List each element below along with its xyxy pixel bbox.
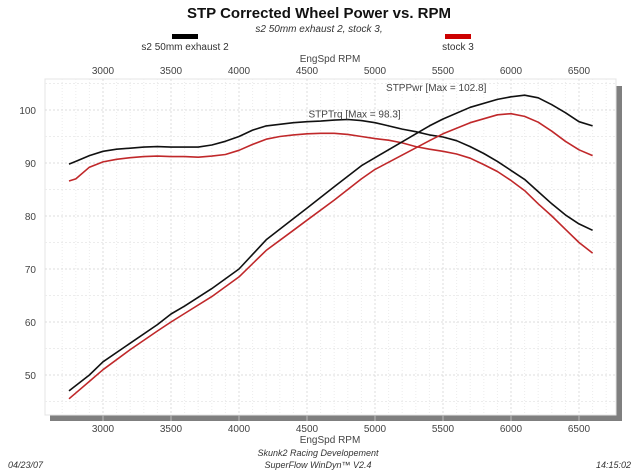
chart-title: STP Corrected Wheel Power vs. RPM <box>187 5 451 22</box>
x-axis-label-bottom: EngSpd RPM <box>300 435 361 446</box>
x-tick-label-top: 6500 <box>568 66 591 77</box>
legend-label-stock: stock 3 <box>442 42 474 53</box>
x-tick-labels-top: 3000 3500 4000 4500 5000 5500 6000 6500 <box>92 66 591 77</box>
x-tick-label-top: 4500 <box>296 66 319 77</box>
plot-shadow-bottom <box>50 415 622 421</box>
y-tick-label: 90 <box>25 159 37 170</box>
legend-swatch-stock <box>445 34 471 39</box>
y-tick-labels: 50 60 70 80 90 100 <box>19 106 36 382</box>
plot-area <box>44 78 617 416</box>
x-tick-label-top: 3500 <box>160 66 183 77</box>
legend-label-s2: s2 50mm exhaust 2 <box>141 42 229 53</box>
series-line-0 <box>68 118 593 232</box>
x-tick-labels-bottom: 3000 3500 4000 4500 5000 5500 6000 6500 <box>92 415 591 435</box>
annotations: STPPwr [Max = 102.8] STPTrq [Max = 98.3] <box>309 83 487 121</box>
y-tick-label: 50 <box>25 371 37 382</box>
footer-company: Skunk2 Racing Developement <box>257 448 379 458</box>
series-line-3 <box>68 112 593 400</box>
series-line-2 <box>68 94 593 392</box>
x-tick-label-bottom: 3000 <box>92 424 115 435</box>
x-tick-label-bottom: 3500 <box>160 424 183 435</box>
plot-shadow-right <box>616 86 622 421</box>
y-tick-label: 100 <box>19 106 36 117</box>
x-tick-label-bottom: 5500 <box>432 424 455 435</box>
chart-subtitle: s2 50mm exhaust 2, stock 3, <box>255 24 382 35</box>
annotation-max-power: STPPwr [Max = 102.8] <box>386 83 487 94</box>
grid <box>45 79 616 415</box>
x-tick-label-bottom: 4000 <box>228 424 251 435</box>
annotation-max-torque: STPTrq [Max = 98.3] <box>309 109 401 120</box>
legend: s2 50mm exhaust 2 stock 3 <box>141 34 474 53</box>
y-tick-label: 60 <box>25 318 37 329</box>
x-tick-label-top: 5000 <box>364 66 387 77</box>
y-tick-label: 80 <box>25 212 37 223</box>
x-tick-label-bottom: 6500 <box>568 424 591 435</box>
series-line-1 <box>68 132 594 254</box>
x-tick-label-top: 4000 <box>228 66 251 77</box>
footer-time: 14:15:02 <box>596 460 631 470</box>
x-tick-label-bottom: 6000 <box>500 424 523 435</box>
footer-date: 04/23/07 <box>8 460 44 470</box>
footer-software: SuperFlow WinDyn™ V2.4 <box>265 460 372 470</box>
series-lines <box>68 94 594 400</box>
x-tick-label-top: 3000 <box>92 66 115 77</box>
legend-swatch-s2 <box>172 34 198 39</box>
x-tick-label-top: 5500 <box>432 66 455 77</box>
x-tick-label-bottom: 4500 <box>296 424 319 435</box>
x-tick-label-top: 6000 <box>500 66 523 77</box>
x-tick-label-bottom: 5000 <box>364 424 387 435</box>
x-axis-label-top: EngSpd RPM <box>300 54 361 65</box>
y-tick-label: 70 <box>25 265 37 276</box>
